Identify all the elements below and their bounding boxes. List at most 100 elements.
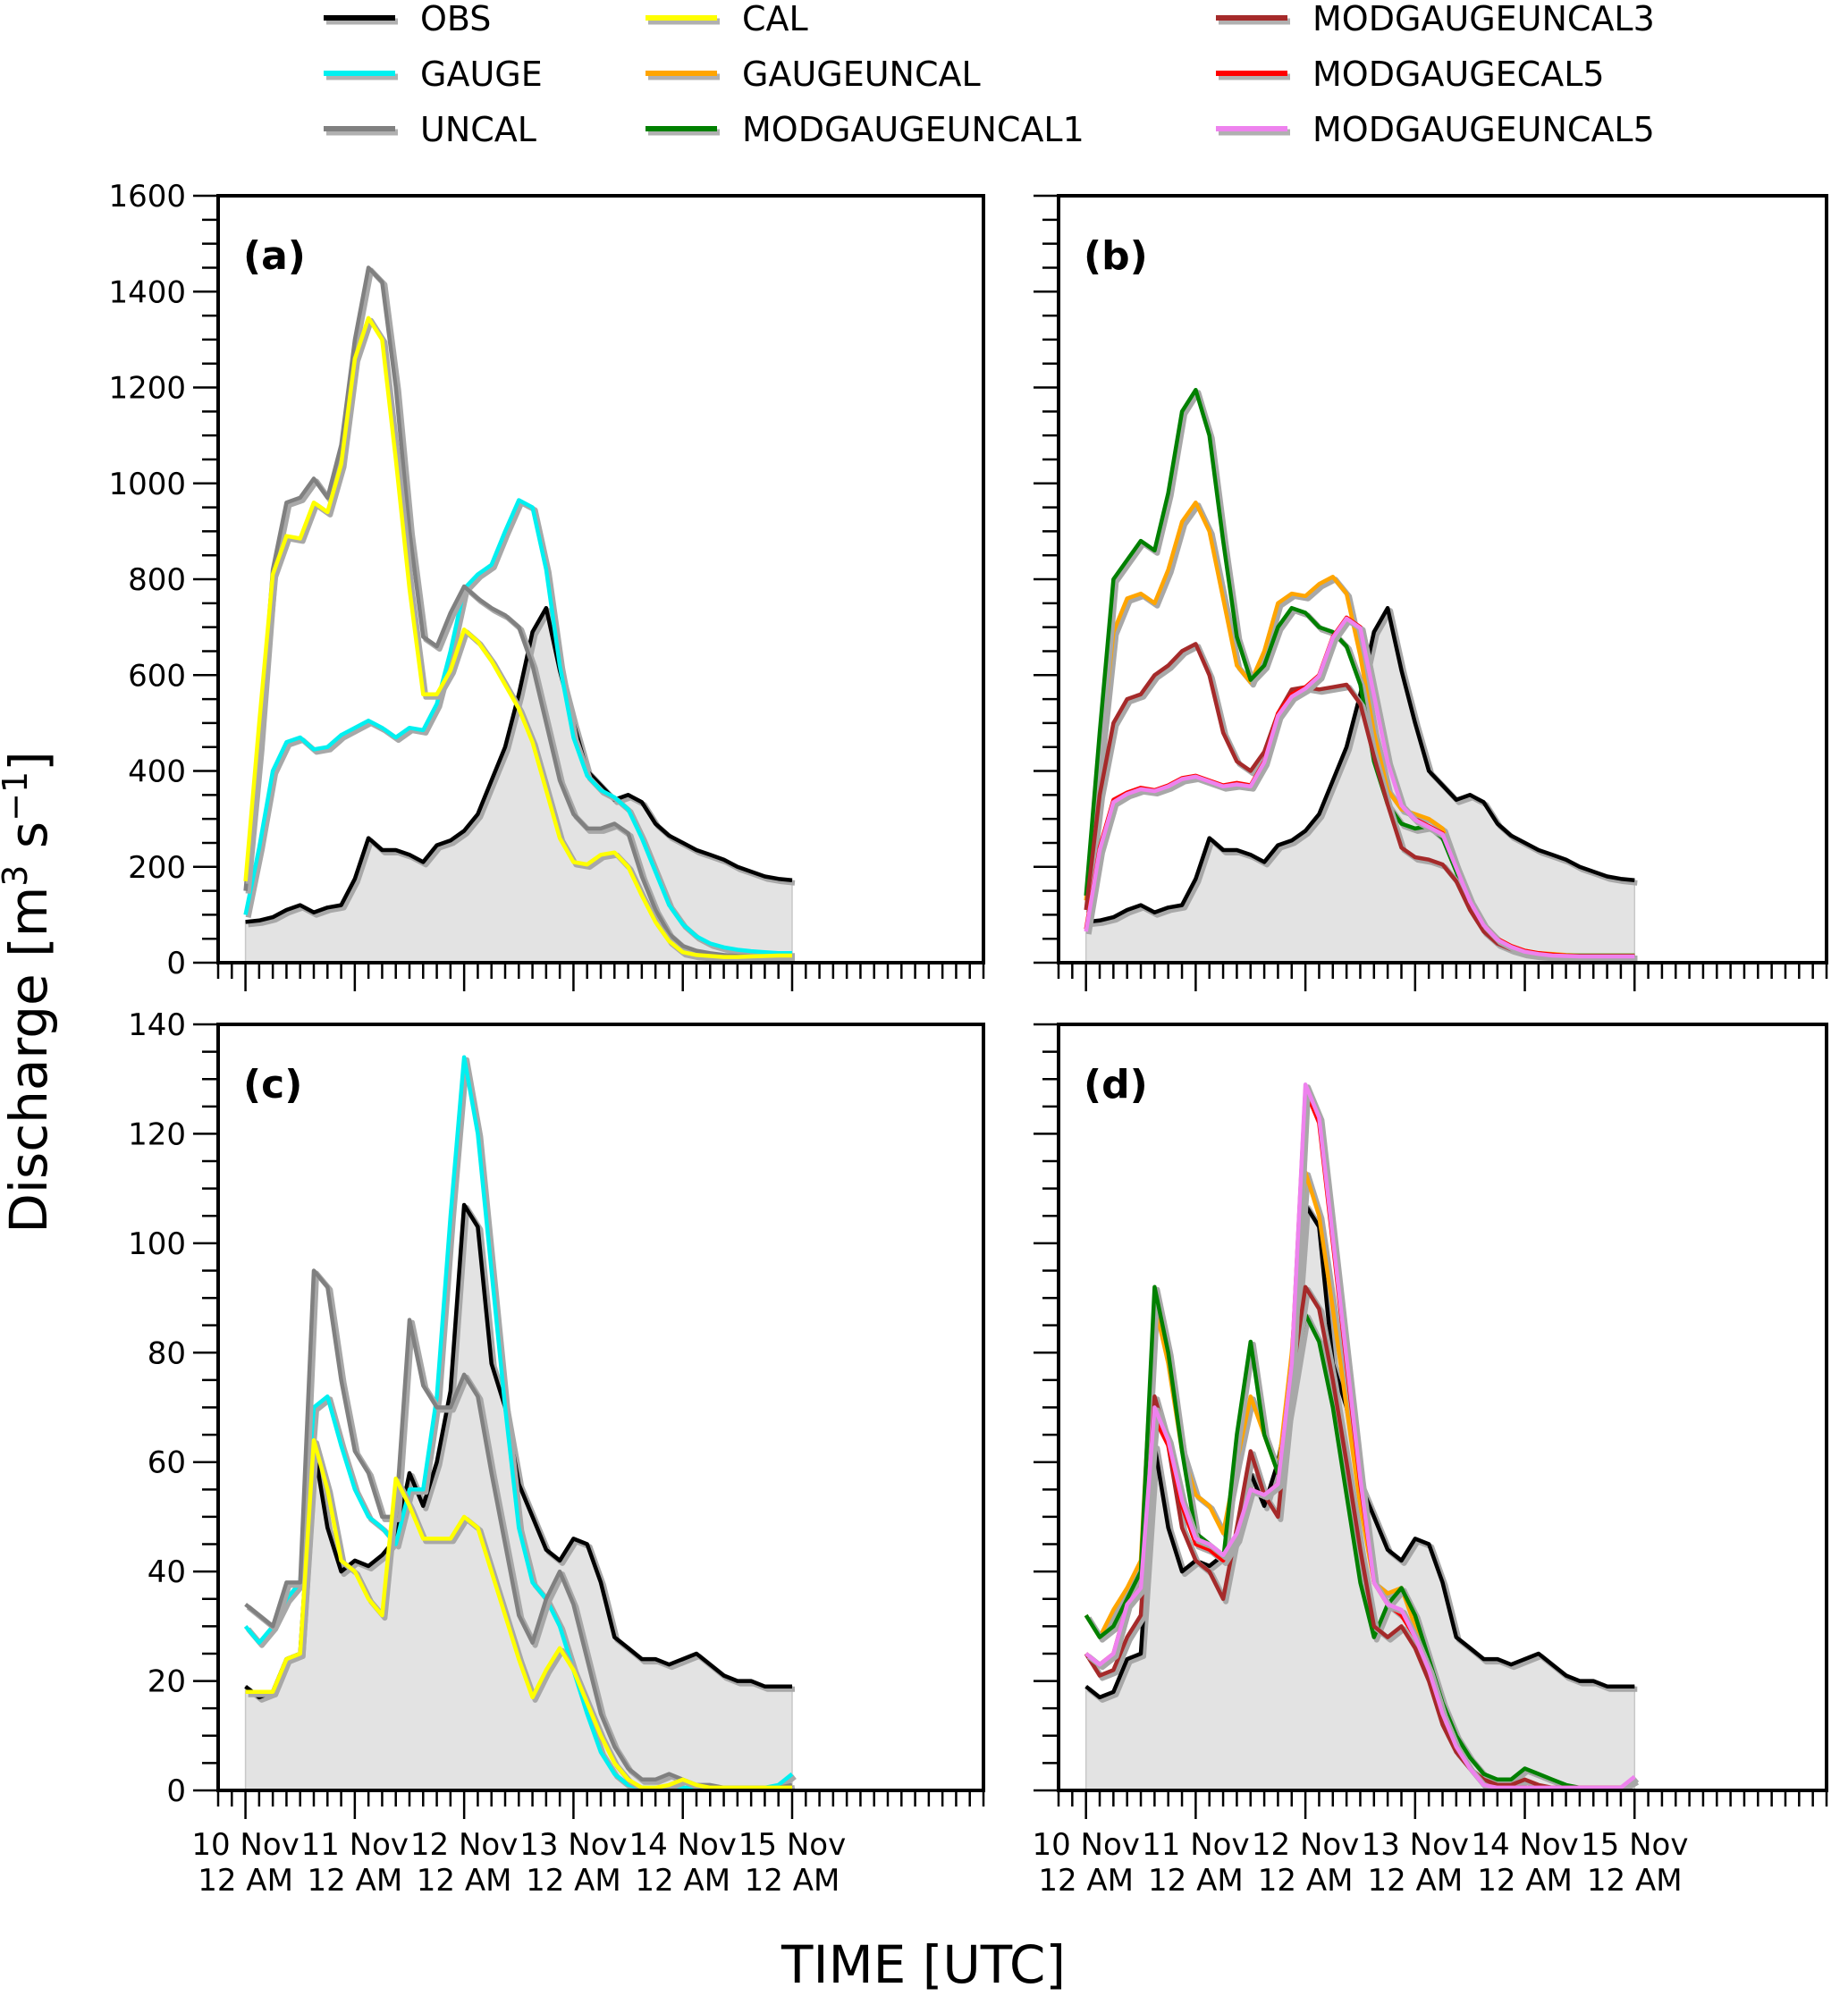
plot-area <box>1084 1082 1640 1790</box>
x-tick-label-time: 12 AM <box>745 1863 840 1899</box>
y-tick-label: 100 <box>128 1226 186 1262</box>
x-tick-label-time: 12 AM <box>526 1863 621 1899</box>
y-tick-label: 0 <box>166 946 186 981</box>
y-axis-title: Discharge [m3 s−1] <box>0 751 59 1234</box>
series-line <box>245 1437 792 1790</box>
x-axis <box>1057 963 1828 991</box>
legend: OBSGAUGEUNCALCALGAUGEUNCALMODGAUGEUNCAL1… <box>324 0 1655 149</box>
x-tick-label-time: 12 AM <box>1258 1863 1354 1899</box>
legend-label: GAUGEUNCAL <box>742 55 981 94</box>
y-tick-label: 600 <box>128 658 186 694</box>
series-shadow <box>1085 619 1638 962</box>
legend-label: MODGAUGECAL5 <box>1312 55 1605 94</box>
panel-a: 0 200 400 600 800 1000 1200 1400 1600 (a) <box>108 179 985 991</box>
x-tick-label-date: 14 Nov <box>1471 1827 1578 1863</box>
legend-entry: GAUGE <box>324 55 543 94</box>
x-tick-label-date: 11 Nov <box>301 1827 409 1863</box>
legend-label: UNCAL <box>420 110 536 149</box>
legend-label: OBS <box>420 0 491 38</box>
y-tick-label: 40 <box>148 1554 186 1590</box>
y-tick-label: 1200 <box>108 371 186 407</box>
x-tick-label-date: 13 Nov <box>519 1827 627 1863</box>
ylabel-sup: −1 <box>0 771 35 821</box>
series-modgaugeuncal1 <box>1084 1284 1639 1790</box>
x-axis-title: TIME [UTC] <box>781 1934 1066 1995</box>
x-tick-label-time: 12 AM <box>1587 1863 1683 1899</box>
plot-area <box>243 1055 797 1790</box>
series-line <box>1084 616 1635 959</box>
legend-label: CAL <box>742 0 808 38</box>
y-tick-label: 120 <box>128 1116 186 1152</box>
legend-entry: OBS <box>324 0 491 38</box>
x-tick-label-time: 12 AM <box>1038 1863 1134 1899</box>
plot-area <box>243 265 796 963</box>
legend-entry: MODGAUGEUNCAL5 <box>1216 110 1655 149</box>
series-line <box>243 316 792 959</box>
series-line <box>1084 1082 1636 1790</box>
y-axis <box>1034 194 1059 964</box>
x-tick-label-date: 10 Nov <box>1032 1827 1139 1863</box>
plot-area <box>1084 387 1638 963</box>
x-tick-label-date: 15 Nov <box>1581 1827 1688 1863</box>
series-gauge <box>243 498 795 959</box>
y-tick-label: 1400 <box>108 274 186 310</box>
x-axis <box>216 963 985 991</box>
x-tick-label-time: 12 AM <box>308 1863 403 1899</box>
series-cal <box>243 316 795 963</box>
y-axis: 0 20 40 60 80 100 120 140 <box>128 1007 218 1809</box>
legend-entry: UNCAL <box>324 110 536 149</box>
x-tick-label-time: 12 AM <box>1477 1863 1573 1899</box>
y-tick-label: 1000 <box>108 467 186 502</box>
legend-label: MODGAUGEUNCAL1 <box>742 110 1084 149</box>
y-tick-label: 0 <box>166 1773 186 1809</box>
y-tick-label: 140 <box>128 1007 186 1043</box>
legend-entry: GAUGEUNCAL <box>646 55 981 94</box>
x-tick-label-time: 12 AM <box>635 1863 730 1899</box>
panel-label: (c) <box>243 1062 302 1107</box>
legend-label: GAUGE <box>420 55 543 94</box>
series-line <box>243 498 792 956</box>
panel-label: (b) <box>1084 233 1148 279</box>
y-tick-label: 80 <box>148 1335 186 1371</box>
y-axis-title-text: Discharge [m3 s−1] <box>0 751 59 1234</box>
x-tick-label-date: 11 Nov <box>1142 1827 1249 1863</box>
legend-entry: CAL <box>646 0 808 38</box>
ylabel-part: ] <box>0 751 59 771</box>
y-tick-label: 60 <box>148 1445 186 1481</box>
legend-entry: MODGAUGEUNCAL1 <box>646 110 1084 149</box>
x-tick-label-time: 12 AM <box>417 1863 512 1899</box>
x-tick-label-date: 12 Nov <box>1252 1827 1359 1863</box>
legend-label: MODGAUGEUNCAL3 <box>1312 0 1655 38</box>
x-tick-label-date: 10 Nov <box>191 1827 299 1863</box>
legend-entry: MODGAUGECAL5 <box>1216 55 1605 94</box>
panel-b: (b) <box>1034 194 1828 991</box>
y-tick-label: 20 <box>148 1664 186 1700</box>
ylabel-part: Discharge [m <box>0 887 59 1234</box>
x-tick-label-date: 14 Nov <box>629 1827 736 1863</box>
x-tick-label-date: 13 Nov <box>1362 1827 1469 1863</box>
y-tick-label: 200 <box>128 850 186 886</box>
series-line <box>245 605 793 924</box>
legend-entry: MODGAUGEUNCAL3 <box>1216 0 1655 38</box>
series-obs <box>245 605 796 928</box>
panel-label: (d) <box>1084 1062 1148 1107</box>
x-tick-label-time: 12 AM <box>198 1863 293 1899</box>
x-tick-label-time: 12 AM <box>1148 1863 1244 1899</box>
panels: 0 200 400 600 800 1000 1200 1400 1600 (a) (b) 0 20 40… <box>108 179 1828 1899</box>
y-tick-label: 800 <box>128 562 186 598</box>
series-modgaugeuncal5 <box>1084 616 1638 962</box>
panel-label: (a) <box>243 233 306 279</box>
ylabel-sup: 3 <box>0 865 35 887</box>
series-line <box>1084 1284 1636 1790</box>
y-axis <box>1034 1023 1059 1792</box>
x-tick-label-date: 15 Nov <box>738 1827 846 1863</box>
series-cal <box>245 1437 795 1790</box>
ylabel-part: s <box>0 821 59 865</box>
y-tick-label: 400 <box>128 754 186 790</box>
legend-label: MODGAUGEUNCAL5 <box>1312 110 1655 149</box>
